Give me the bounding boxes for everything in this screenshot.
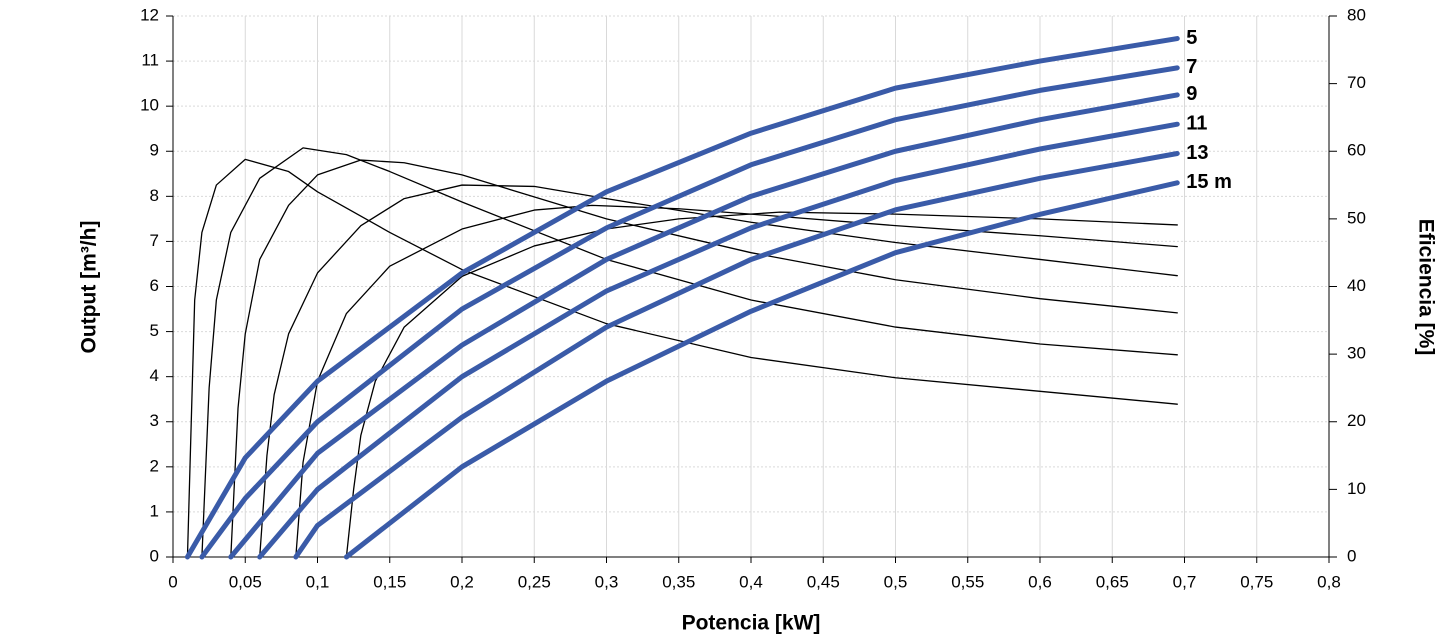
y2-tick-label: 50 [1347,208,1366,227]
y-axis-title: Output [m³/h] [78,221,101,354]
output-line [293,151,1180,560]
y-tick-label: 5 [150,321,159,340]
y2-axis-title: Eficiencia [%] [1414,219,1437,356]
y-tick-label: 4 [150,366,159,385]
y-tick-label: 9 [150,141,159,160]
x-tick-label: 0,45 [807,572,840,591]
y2-tick-label: 30 [1347,344,1366,363]
y2-tick-label: 20 [1347,411,1366,430]
output-line [184,36,1180,560]
x-tick-label: 0,1 [306,572,330,591]
x-tick-label: 0,2 [450,572,474,591]
x-tick-label: 0,8 [1317,572,1341,591]
series-label: 13 [1186,142,1208,164]
y2-tick-label: 0 [1347,546,1356,565]
y-tick-label: 7 [150,231,159,250]
output-line [343,180,1180,560]
y-tick-label: 0 [150,546,159,565]
y-tick-label: 10 [140,96,159,115]
output-line [199,65,1180,560]
y2-tick-label: 60 [1347,141,1366,160]
y-tick-label: 8 [150,186,159,205]
efficiency-line [201,147,1178,558]
y-tick-label: 12 [140,5,159,24]
y2-tick-label: 70 [1347,73,1366,92]
x-tick-label: 0,7 [1173,572,1197,591]
output-line [257,121,1180,560]
series-label: 7 [1186,56,1197,78]
y-tick-label: 2 [150,456,159,475]
y2-tick-label: 80 [1347,5,1366,24]
y2-tick-label: 40 [1347,276,1366,295]
efficiency-line [345,211,1178,558]
y-tick-label: 3 [150,411,159,430]
x-tick-label: 0 [168,572,177,591]
x-tick-label: 0,55 [951,572,984,591]
x-tick-label: 0,4 [739,572,763,591]
x-tick-label: 0,5 [884,572,908,591]
x-tick-label: 0,15 [373,572,406,591]
series-label: 5 [1186,27,1197,49]
x-tick-label: 0,3 [595,572,619,591]
x-tick-label: 0,75 [1240,572,1273,591]
y-tick-label: 11 [141,51,159,70]
efficiency-line [186,158,1178,558]
series-label: 11 [1186,112,1207,134]
y-tick-label: 6 [150,276,159,295]
output-line [228,92,1180,560]
x-tick-label: 0,35 [662,572,695,591]
efficiency-line [295,204,1178,558]
series-label: 9 [1186,83,1197,105]
x-tick-label: 0,65 [1096,572,1129,591]
x-tick-label: 0,25 [518,572,551,591]
x-tick-label: 0,6 [1028,572,1052,591]
x-axis-title: Potencia [kW] [682,612,821,635]
efficiency-line [230,159,1178,558]
y2-tick-label: 10 [1347,479,1366,498]
series-label: 15 m [1186,171,1232,193]
x-tick-label: 0,05 [229,572,262,591]
y-tick-label: 1 [150,501,159,520]
efficiency-line [259,184,1178,558]
